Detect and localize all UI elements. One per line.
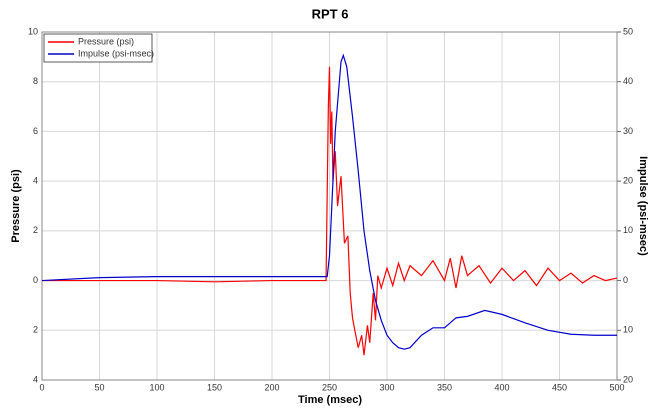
x-tick-label: 100: [149, 382, 164, 392]
x-tick-label: 400: [494, 382, 509, 392]
y-tick-label: 4: [33, 176, 38, 186]
x-tick-label: 350: [437, 382, 452, 392]
x-tick-label: 300: [379, 382, 394, 392]
x-tick-label: 450: [552, 382, 567, 392]
y2-tick-label: 10: [623, 225, 633, 235]
y2-tick-label: 20: [623, 176, 633, 186]
legend-label: Pressure (psi): [78, 36, 134, 46]
x-tick-label: 250: [322, 382, 337, 392]
y2-tick-label: 0: [623, 275, 628, 285]
y-tick-label: 0: [33, 275, 38, 285]
y2-axis-title: Impulse (psi-msec): [637, 156, 649, 256]
legend-label: Impulse (psi-msec): [78, 48, 154, 58]
x-tick-label: 200: [264, 382, 279, 392]
y-tick-label: 4: [33, 374, 38, 384]
x-tick-label: 0: [39, 382, 44, 392]
y2-tick-label: 40: [623, 76, 633, 86]
y-tick-label: 10: [28, 26, 38, 36]
x-tick-label: 150: [207, 382, 222, 392]
chart-title: RPT 6: [312, 6, 349, 21]
series-line: [42, 66, 618, 356]
y2-tick-label: 10: [623, 325, 633, 335]
plot-frame: [41, 31, 618, 381]
x-tick-label: 50: [94, 382, 104, 392]
x-axis-title: Time (msec): [298, 394, 362, 406]
x-tick-label: 500: [609, 382, 624, 392]
y-axis-title: Pressure (psi): [10, 169, 22, 243]
legend-box: [43, 33, 153, 63]
y-tick-label: 6: [33, 126, 38, 136]
y2-tick-label: 20: [623, 374, 633, 384]
series-line: [41, 53, 617, 350]
y-tick-label: 2: [33, 225, 38, 235]
y2-tick-label: 50: [623, 26, 633, 36]
y-tick-label: 2: [33, 325, 38, 335]
y2-tick-label: 30: [623, 126, 633, 136]
y-tick-label: 8: [33, 76, 38, 86]
